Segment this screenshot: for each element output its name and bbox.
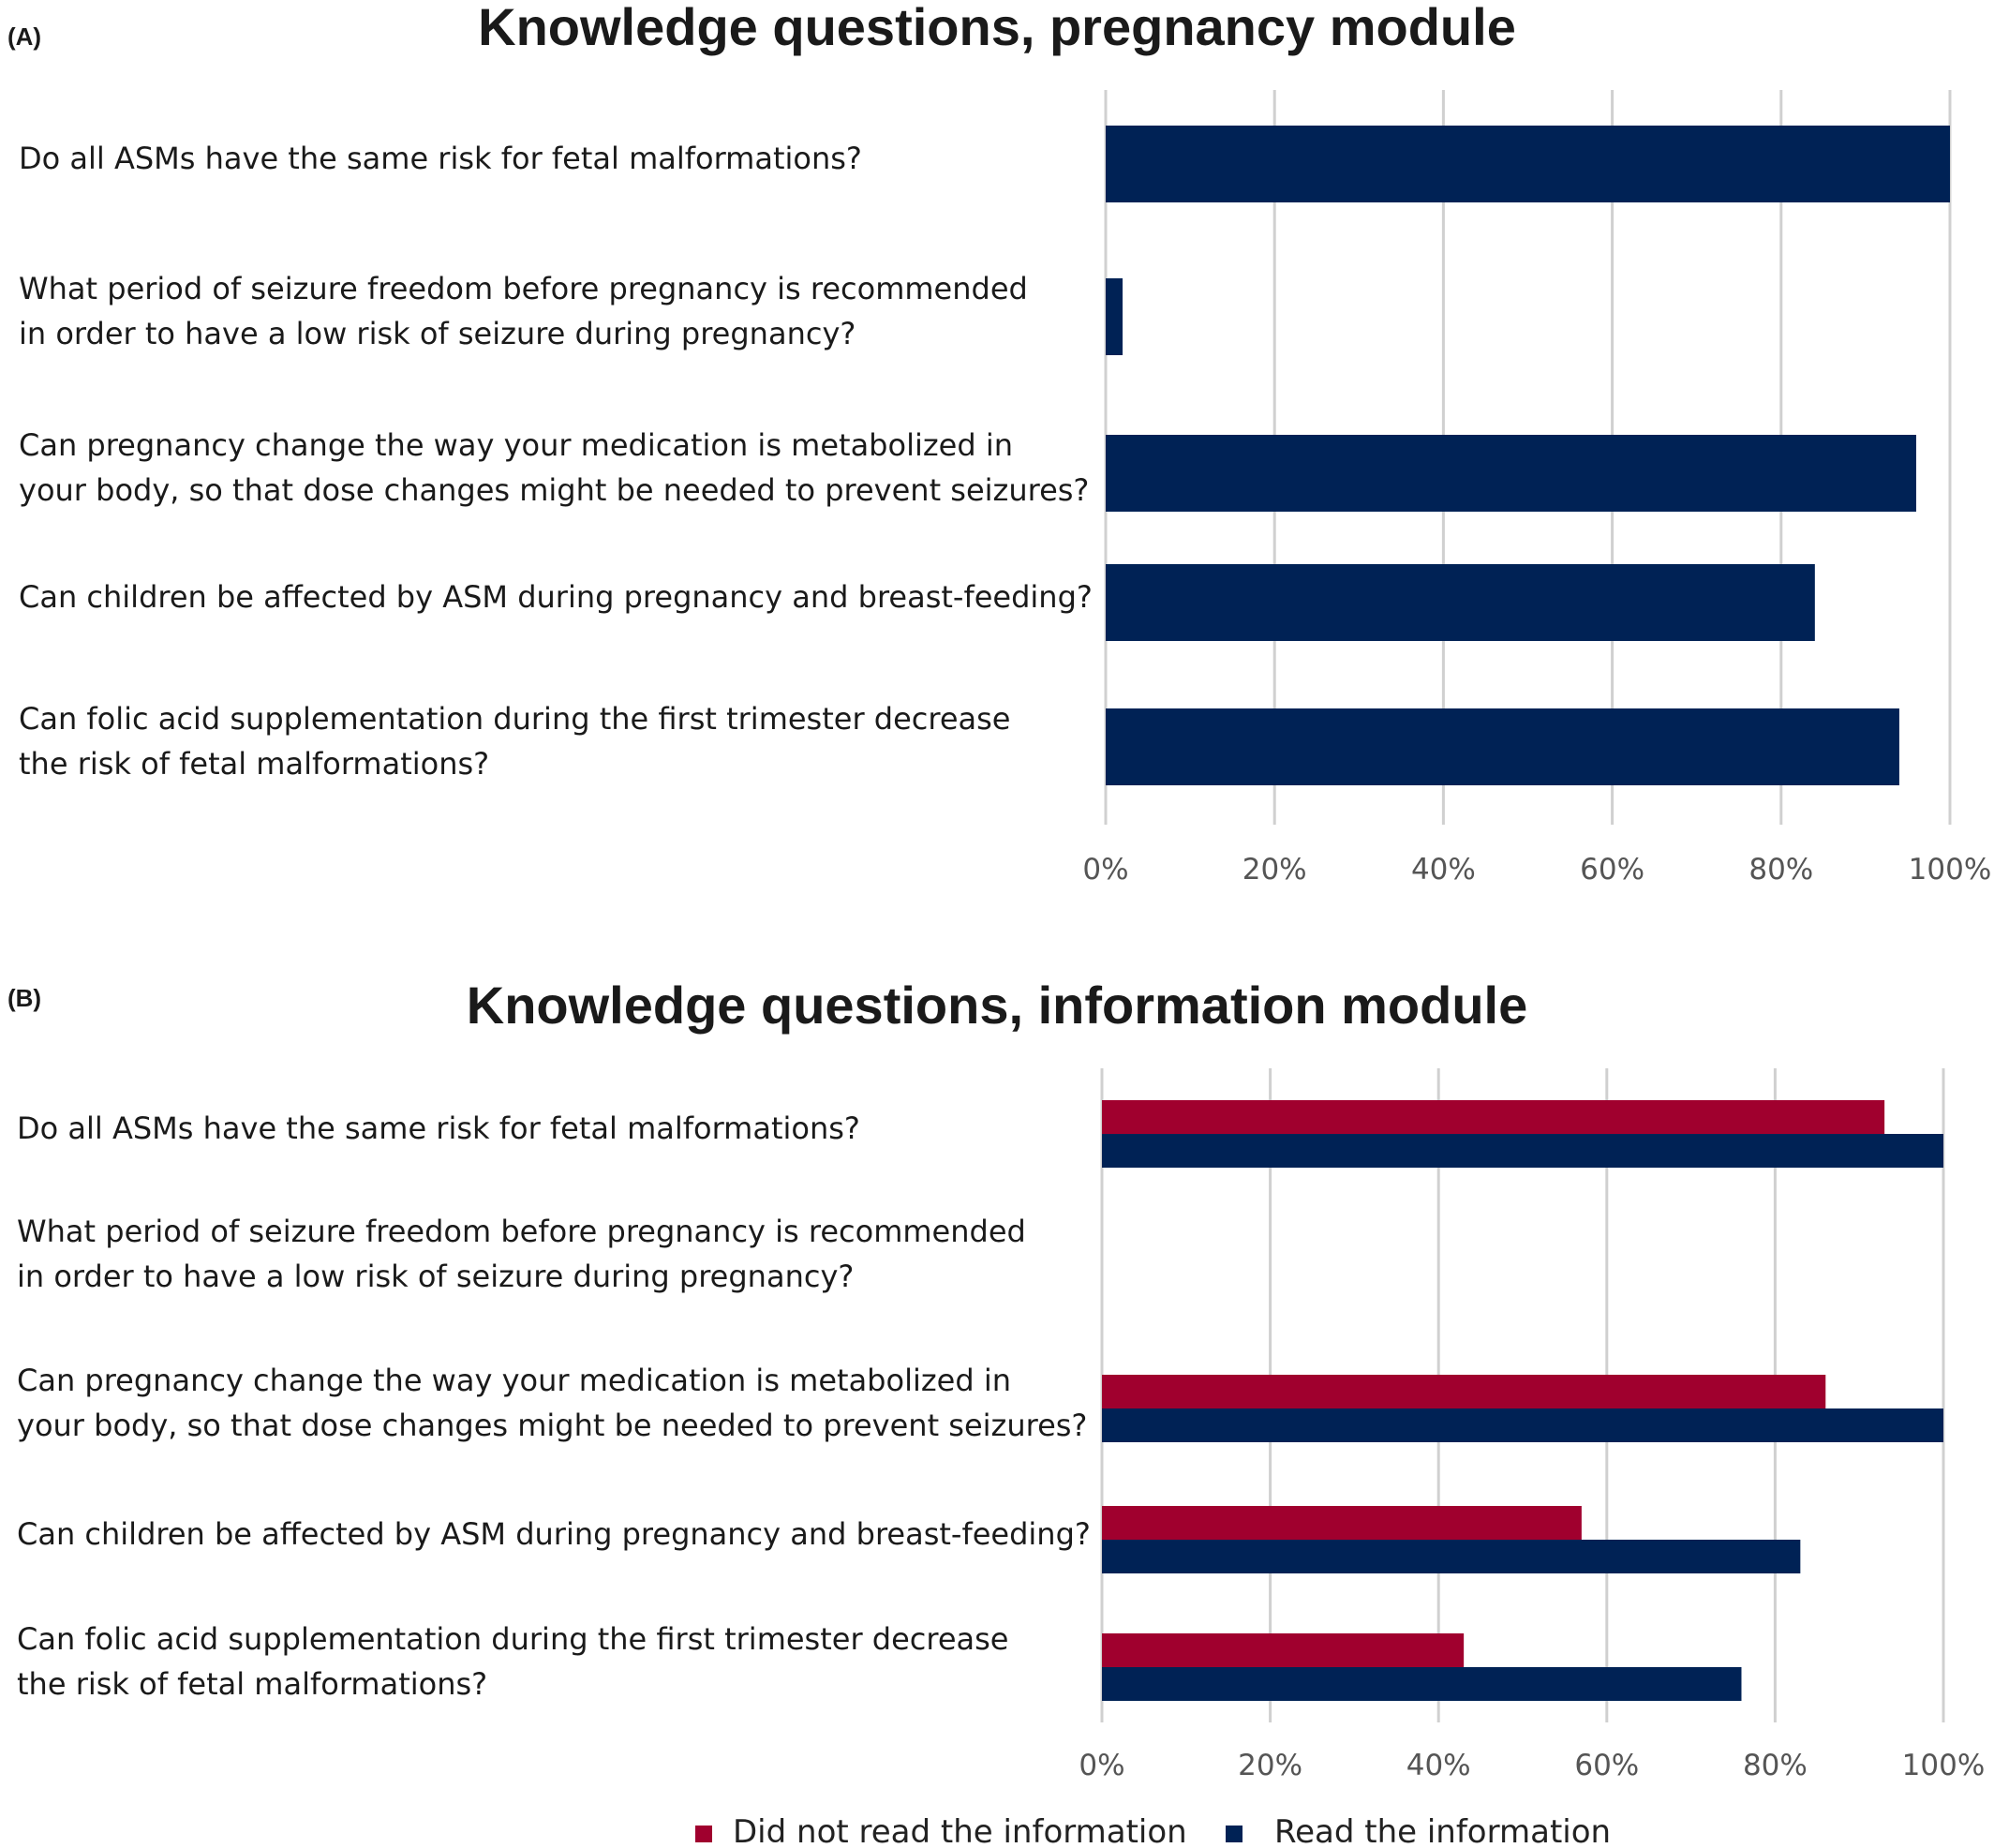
panel-a-tick-label: 0% — [1082, 853, 1128, 887]
panel-a-bar — [1106, 708, 1899, 785]
panel-b-bar — [1102, 1408, 1943, 1442]
panel-b-tick-label: 20% — [1238, 1749, 1302, 1782]
panel-b-label: (B) — [7, 984, 42, 1012]
panel-b-question-label: Can children be affected by ASM during p… — [17, 1512, 1091, 1557]
panel-a-bar — [1106, 435, 1916, 512]
panel-a-question-label: What period of seizure freedom before pr… — [19, 266, 1028, 356]
panel-b-question-line: Can children be affected by ASM during p… — [17, 1516, 1091, 1552]
panel-b-tick-label: 0% — [1079, 1749, 1124, 1782]
panel-b-tick-label: 60% — [1574, 1749, 1639, 1782]
legend-swatch — [695, 1826, 712, 1842]
panel-a-question-line: What period of seizure freedom before pr… — [19, 271, 1028, 306]
panel-a-label: (A) — [7, 22, 42, 51]
panel-b-question-line: Can pregnancy change the way your medica… — [17, 1363, 1011, 1398]
panel-b-tick-label: 80% — [1743, 1749, 1808, 1782]
panel-a-question-label: Can children be affected by ASM during p… — [19, 574, 1093, 619]
panel-b-question-line: Do all ASMs have the same risk for fetal… — [17, 1110, 860, 1146]
panel-a-question-line: Do all ASMs have the same risk for fetal… — [19, 141, 862, 176]
panel-a-tick-label: 40% — [1411, 853, 1476, 887]
panel-b-bar — [1102, 1633, 1465, 1667]
panel-b-question-line: Can folic acid supplementation during th… — [17, 1621, 1009, 1657]
panel-b-question-label: Do all ASMs have the same risk for fetal… — [17, 1106, 860, 1151]
panel-b-question-line: your body, so that dose changes might be… — [17, 1408, 1088, 1443]
panel-a-title: Knowledge questions, pregnancy module — [478, 0, 1516, 56]
panel-a-bar — [1106, 126, 1950, 202]
panel-a-question-label: Do all ASMs have the same risk for fetal… — [19, 136, 862, 181]
panel-a-question-label: Can folic acid supplementation during th… — [19, 696, 1010, 786]
panel-b-bar — [1102, 1667, 1742, 1701]
panel-a-bar — [1106, 278, 1123, 355]
panel-a-tick-label: 20% — [1243, 853, 1307, 887]
panel-a-question-line: Can folic acid supplementation during th… — [19, 701, 1011, 737]
panel-a-question-line: the risk of fetal malformations? — [19, 746, 490, 782]
panel-b-bar — [1102, 1540, 1801, 1573]
panel-b-question-label: Can pregnancy change the way your medica… — [17, 1358, 1087, 1448]
panel-b-tick-label: 100% — [1902, 1749, 1986, 1782]
panel-a-question-line: Can pregnancy change the way your medica… — [19, 427, 1013, 463]
panel-b-bar — [1102, 1506, 1582, 1540]
panel-a-question-label: Can pregnancy change the way your medica… — [19, 423, 1089, 513]
legend-label: Did not read the information — [733, 1813, 1187, 1848]
panel-a-tick-label: 100% — [1909, 853, 1992, 887]
panel-a-bar — [1106, 564, 1815, 641]
panel-b-bar — [1102, 1134, 1943, 1168]
panel-a-question-line: Can children be affected by ASM during p… — [19, 579, 1093, 615]
panel-b-question-label: Can folic acid supplementation during th… — [17, 1617, 1008, 1706]
panel-a-question-line: in order to have a low risk of seizure d… — [19, 316, 856, 351]
panel-b-bar — [1102, 1100, 1885, 1134]
panel-a-question-line: your body, so that dose changes might be… — [19, 472, 1090, 508]
panel-b-tick-label: 40% — [1406, 1749, 1471, 1782]
panel-b-question-line: the risk of fetal malformations? — [17, 1666, 488, 1702]
panel-b-question-label: What period of seizure freedom before pr… — [17, 1209, 1026, 1299]
panel-b-title: Knowledge questions, information module — [466, 976, 1528, 1035]
panel-b-question-line: in order to have a low risk of seizure d… — [17, 1259, 855, 1294]
legend-label: Read the information — [1274, 1813, 1611, 1848]
panel-b-bar — [1102, 1375, 1826, 1408]
panel-a-tick-label: 80% — [1748, 853, 1813, 887]
panel-b-question-line: What period of seizure freedom before pr… — [17, 1214, 1026, 1249]
legend-swatch — [1226, 1826, 1243, 1842]
panel-a-tick-label: 60% — [1580, 853, 1644, 887]
